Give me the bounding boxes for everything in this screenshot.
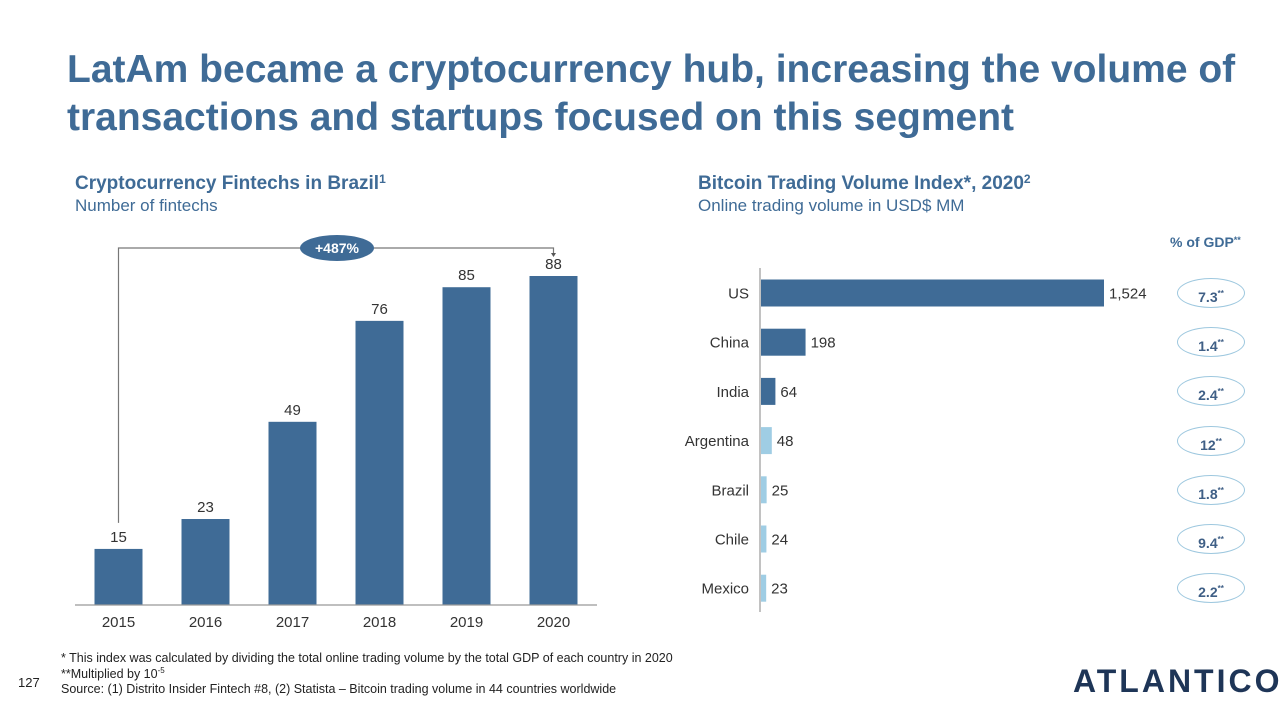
growth-badge: [300, 235, 374, 261]
fintech-bar-2018: [355, 320, 404, 605]
country-label: India: [716, 384, 749, 401]
left-chart-subtitle: Number of fintechs: [75, 196, 218, 215]
volume-value-label: 24: [771, 532, 788, 549]
year-tick-label: 2018: [363, 614, 396, 631]
fintech-bar-2016: [181, 519, 230, 605]
fintech-value-label: 49: [284, 402, 301, 419]
gdp-pill-value: 1.8: [1198, 485, 1218, 502]
right-chart-title: Bitcoin Trading Volume Index*, 20202: [698, 172, 1031, 195]
year-tick-label: 2019: [450, 614, 483, 631]
gdp-pill: 7.3**: [1177, 278, 1245, 308]
gdp-pill-value: 12: [1200, 436, 1216, 453]
volume-value-label: 25: [772, 482, 789, 499]
country-label: Mexico: [701, 581, 749, 598]
volume-value-label: 23: [771, 581, 788, 598]
volume-bar-us: [761, 279, 1104, 307]
gdp-pill-sup: **: [1217, 338, 1224, 348]
volume-bar-chile: [761, 525, 767, 553]
year-tick-label: 2017: [276, 614, 309, 631]
gdp-pill-value: 2.4: [1198, 387, 1218, 404]
volume-value-label: 48: [777, 433, 794, 450]
fintech-value-label: 88: [545, 256, 562, 273]
fintech-bar-2015: [94, 548, 143, 605]
country-label: Argentina: [685, 433, 750, 450]
gdp-pill-value: 9.4: [1198, 535, 1218, 551]
volume-value-label: 198: [811, 335, 836, 352]
gdp-pill: 1.4**: [1177, 327, 1245, 358]
right-chart-title-text: Bitcoin Trading Volume Index*, 2020: [698, 173, 1024, 194]
year-tick-label: 2015: [102, 614, 135, 631]
footnote-source: Source: (1) Distrito Insider Fintech #8,…: [61, 682, 617, 696]
growth-badge-label: +487%: [315, 240, 360, 256]
page-number: 127: [18, 675, 40, 690]
gdp-pill-sup: **: [1217, 535, 1224, 544]
year-tick-label: 2016: [189, 614, 222, 631]
country-label: Chile: [715, 532, 749, 549]
fintech-bar-2017: [268, 421, 317, 605]
gdp-pill: 12**: [1177, 425, 1245, 456]
gdp-pill: 2.4**: [1177, 376, 1245, 407]
gdp-pill: 1.8**: [1177, 474, 1245, 505]
volume-value-label: 1,524: [1109, 286, 1147, 303]
fintech-value-label: 23: [197, 499, 214, 516]
left-chart-title-text: Cryptocurrency Fintechs in Brazil: [75, 173, 380, 194]
footnote-multiplier-exp: -5: [157, 666, 165, 675]
volume-value-label: 64: [780, 384, 797, 401]
footnote-index: * This index was calculated by dividing …: [61, 651, 673, 665]
right-chart-title-sup: 2: [1023, 172, 1031, 186]
volume-bar-mexico: [761, 574, 767, 602]
volume-bar-argentina: [761, 427, 772, 455]
volume-bar-india: [761, 377, 776, 405]
gdp-pill-sup: **: [1217, 584, 1224, 594]
gdp-pill-value: 1.4: [1198, 338, 1218, 355]
footnote-multiplier-text: **Multiplied by 10: [61, 667, 158, 681]
volume-bar-brazil: [761, 476, 767, 504]
gdp-header-sup: **: [1233, 235, 1241, 245]
slide-title: LatAm became a cryptocurrency hub, incre…: [67, 48, 1236, 139]
year-tick-label: 2020: [537, 614, 570, 631]
gdp-pill-value: 7.3: [1198, 289, 1218, 305]
country-label: Brazil: [711, 482, 749, 499]
gdp-column-header: % of GDP**: [1170, 234, 1241, 250]
right-chart-subtitle: Online trading volume in USD$ MM: [698, 196, 965, 215]
gdp-pill-sup: **: [1217, 387, 1224, 397]
fintech-bar-2019: [442, 287, 491, 605]
growth-bracket-arrowhead: [551, 253, 556, 257]
fintech-value-label: 15: [110, 529, 127, 546]
gdp-pill: 2.2**: [1177, 573, 1245, 604]
fintech-value-label: 76: [371, 301, 388, 318]
country-label: China: [710, 335, 750, 352]
gdp-header-text: % of GDP: [1170, 234, 1234, 250]
country-label: US: [728, 286, 749, 303]
gdp-pill: 9.4**: [1177, 524, 1245, 554]
footnote-multiplier: **Multiplied by 10-5: [61, 666, 165, 681]
gdp-pill-value: 2.2: [1198, 584, 1218, 601]
left-chart-title: Cryptocurrency Fintechs in Brazil1: [75, 172, 386, 195]
atlantico-logo: ATLANTICO: [1073, 663, 1280, 699]
fintech-bar-2020: [529, 276, 578, 605]
left-chart-title-sup: 1: [379, 172, 386, 186]
gdp-pill-sup: **: [1217, 485, 1224, 495]
volume-bar-china: [761, 328, 806, 356]
fintech-value-label: 85: [458, 267, 475, 284]
gdp-pill-sup: **: [1215, 436, 1222, 446]
gdp-pill-sup: **: [1217, 289, 1224, 298]
